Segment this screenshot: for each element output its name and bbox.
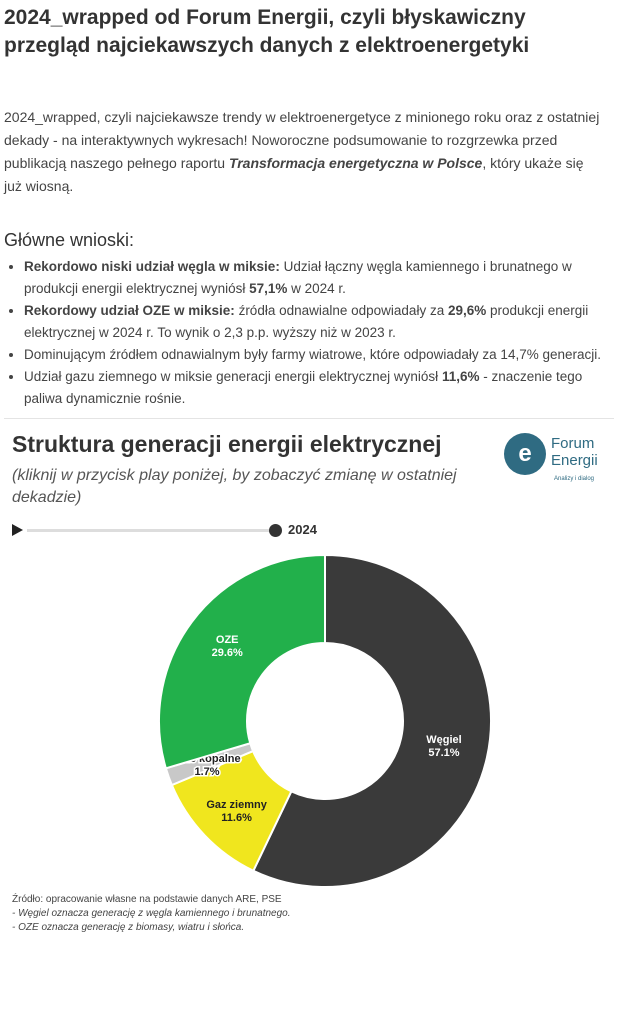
conclusion-item: Udział gazu ziemnego w miksie generacji … [24,366,614,410]
logo-name: Forum Energii [551,435,598,469]
play-button[interactable] [12,524,23,536]
forum-energii-logo: e Forum Energii Analizy i dialog [504,433,614,485]
conclusion-bold: Rekordowo niski udział węgla w miksie: [24,259,280,274]
timeline-handle[interactable] [269,524,282,537]
chart-section: Struktura generacji energii elektrycznej… [0,419,622,893]
conclusion-tail: produkcji energii elektrycznej w 2024 r.… [24,303,589,340]
slice-label-label: 29.6% [212,647,243,659]
chart-subtitle: (kliknij w przycisk play poniżej, by zob… [12,467,457,506]
timeline-year: 2024 [288,522,317,537]
report-title: Transformacja energetyczna w Polsce [228,155,483,171]
intro-paragraph: 2024_wrapped, czyli najciekawsze trendy … [4,106,604,198]
conclusions-heading: Główne wnioski: [4,230,135,250]
slice-name-label: Gaz ziemny [206,799,267,811]
conclusion-text: Dominującym źródłem odnawialnym były far… [24,347,601,362]
page-title: 2024_wrapped od Forum Energii, czyli bły… [4,6,530,57]
conclusion-bold: Rekordowy udział OZE w miksie: [24,303,235,318]
chart-title: Struktura generacji energii elektrycznej [12,431,442,457]
conclusion-text: źródła odnawialne odpowiadały za [234,303,448,318]
conclusion-value: 29,6% [447,303,487,318]
slice-węgiel[interactable] [252,553,492,888]
source-line: Źródło: opracowanie własne na podstawie … [12,894,282,905]
conclusion-text: Udział łączny węgla kamiennego i brunatn… [24,259,572,296]
intro-tail: , który ukaże się już wiosną. [4,155,584,194]
conclusion-item: Dominującym źródłem odnawialnym były far… [24,344,614,366]
slice-oze[interactable] [158,553,326,770]
conclusion-value: 11,6% [441,369,480,384]
conclusion-tail: - znaczenie tego paliwa dynamicznie rośn… [24,369,583,406]
conclusion-value: 57,1% [249,281,288,296]
article: 2024_wrapped od Forum Energii, czyli bły… [0,0,622,419]
intro-text: 2024_wrapped, czyli najciekawsze trendy … [4,109,600,171]
slice-name-label: OZE [216,634,239,646]
conclusion-tail: w 2024 r. [287,281,346,296]
conclusion-item: Rekordowy udział OZE w miksie: źródła od… [24,300,614,344]
timeline: 2024 [12,519,622,543]
divider [4,418,614,419]
note-coal: - Węgiel oznacza generację z węgla kamie… [12,908,291,919]
logo-tagline: Analizy i dialog [554,476,595,482]
slice-label-label: 1.7% [194,766,219,778]
slice-name-label: Węgiel [426,734,461,746]
logo-e-icon: e [504,433,546,475]
timeline-slider[interactable] [27,529,275,532]
conclusion-text: Udział gazu ziemnego w miksie generacji … [24,369,442,384]
conclusions-list: Rekordowo niski udział węgla w miksie: U… [4,256,614,410]
slice-label-label: 57.1% [428,747,459,759]
slice-label-label: 11.6% [221,812,252,824]
conclusion-item: Rekordowo niski udział węgla w miksie: U… [24,256,614,300]
source-notes: Źródło: opracowanie własne na podstawie … [0,893,622,935]
note-oze: - OZE oznacza generację z biomasy, wiatr… [12,922,245,933]
